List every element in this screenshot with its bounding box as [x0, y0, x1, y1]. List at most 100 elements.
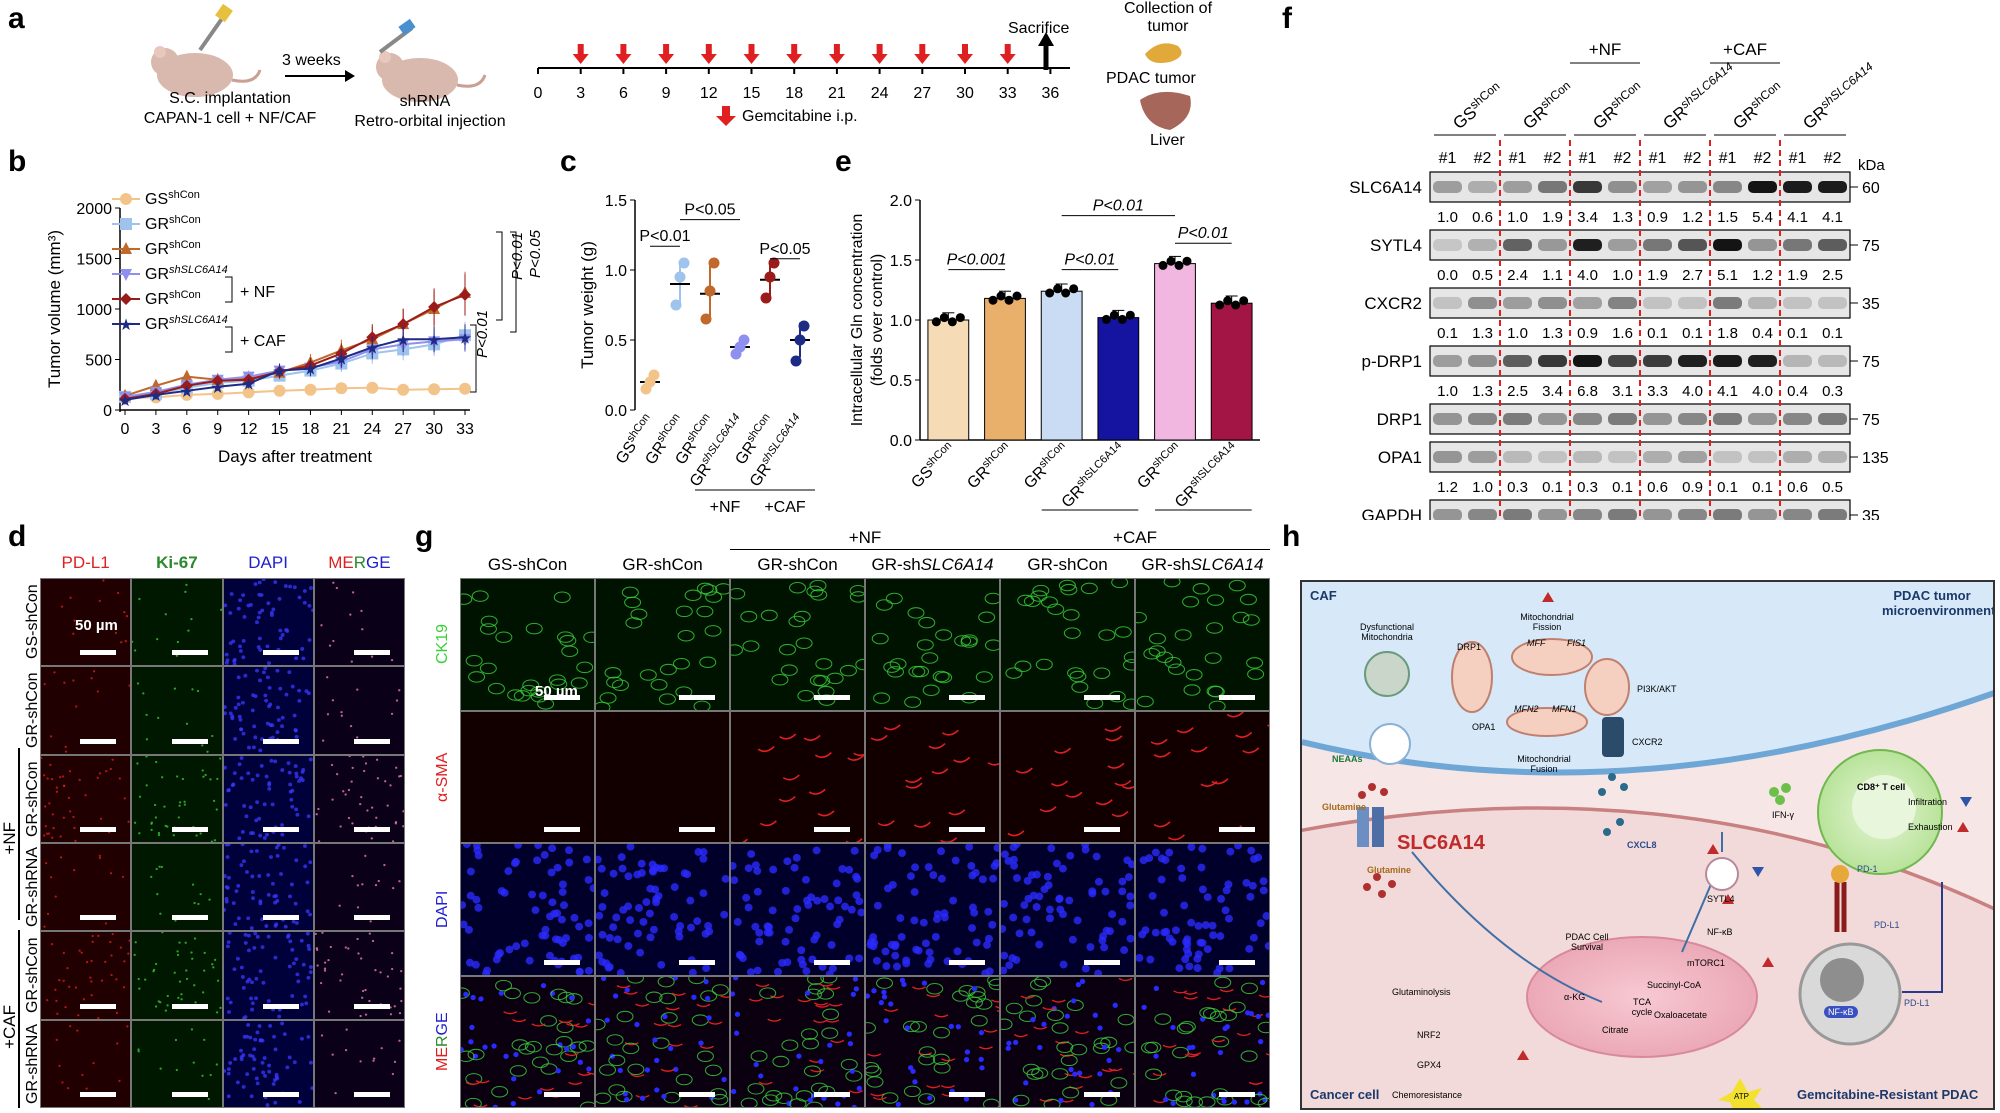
scale-bar [354, 650, 390, 656]
band-quant-value: 0.6 [1647, 479, 1668, 496]
data-point [180, 369, 193, 382]
micrograph-d [313, 843, 405, 932]
band-quant-value: 0.1 [1787, 325, 1808, 342]
timeline-tick-label: 33 [999, 85, 1017, 102]
row-label-d: GS-shCon [24, 584, 41, 660]
scale-bar [679, 827, 715, 832]
data-point [1069, 284, 1079, 294]
legend-label: GRshCon [145, 239, 201, 258]
column-label-g: GR-shCon [1027, 555, 1108, 574]
blot-band [1433, 181, 1462, 193]
band-quant-value: 0.4 [1787, 383, 1808, 400]
band-quant-value: 0.1 [1612, 479, 1633, 496]
row-label-g: CK19 [434, 623, 451, 665]
micrograph-texture [60, 579, 129, 644]
data-point [120, 293, 132, 305]
micrograph-g [595, 710, 730, 843]
drp1-label: DRP1 [1457, 642, 1482, 652]
replicate-label: #2 [1684, 150, 1702, 167]
micrograph-d [131, 754, 223, 843]
data-point [764, 271, 776, 283]
data-point: ★ [396, 332, 410, 349]
data-point [1012, 291, 1022, 301]
data-point [738, 334, 750, 346]
band-quant-value: 1.2 [1437, 479, 1458, 496]
gemcitabine-arrow-icon [700, 44, 717, 64]
micrograph-d [313, 1019, 405, 1108]
kda-value: 60 [1862, 180, 1880, 197]
micrograph-g [1135, 843, 1270, 976]
band-quant-value: 1.6 [1612, 325, 1633, 342]
band-quant-value: 1.0 [1612, 267, 1633, 284]
blot-row: DRP1 75 [1377, 403, 1880, 435]
blot-band [1573, 355, 1602, 367]
scale-bar [1219, 959, 1255, 965]
scale-bar [1219, 1092, 1255, 1097]
infiltration-label: Infiltration [1908, 797, 1948, 807]
stat-label: P<0.05 [759, 241, 810, 258]
syringe-icon [198, 3, 233, 52]
micrograph-texture [461, 844, 594, 975]
stat-label: P<0.01 [639, 228, 690, 245]
micrograph-d [313, 931, 405, 1020]
micrograph-texture [870, 723, 999, 842]
data-point [1231, 300, 1241, 310]
data-point: ★ [241, 377, 255, 394]
y-tick-label: 0.5 [890, 373, 912, 390]
data-point [1061, 288, 1071, 298]
micrograph-texture [150, 865, 211, 922]
blot-band [1713, 509, 1742, 520]
series-path [124, 291, 466, 397]
col-merge: MERGE [328, 553, 391, 572]
blot-band [1783, 297, 1812, 309]
blot-protein-label: p-DRP1 [1362, 352, 1422, 371]
micrograph-g [460, 578, 595, 711]
data-point [428, 300, 441, 313]
scale-bar [949, 827, 985, 832]
blot-band [1538, 451, 1567, 463]
blot-band [1818, 509, 1847, 520]
scale-bar [262, 650, 299, 656]
bar [1040, 290, 1083, 441]
micrograph-texture [731, 846, 864, 975]
data-point: ★ [272, 364, 286, 381]
exhaustion-label: Exhaustion [1908, 822, 1953, 832]
blot-band [1713, 451, 1742, 463]
replicate-label: #2 [1614, 150, 1632, 167]
data-point [1004, 295, 1014, 305]
legend-group-label: + CAF [240, 333, 286, 350]
micrograph-texture [315, 755, 404, 842]
micrograph-texture [137, 1027, 219, 1100]
series-path [124, 336, 466, 401]
scale-bar [171, 1092, 208, 1097]
data-point: ★ [149, 388, 163, 405]
x-tick-label: 24 [363, 421, 381, 438]
scale-bar [262, 1092, 299, 1097]
scale-bar-label: 50 µm [75, 617, 118, 634]
blot-band [1643, 297, 1672, 309]
micrograph-texture [223, 844, 312, 931]
band-quant-value: 1.5 [1717, 209, 1738, 226]
gemres-label: Gemcitabine-Resistant PDAC [1797, 1087, 1979, 1102]
data-point [947, 317, 957, 327]
micrograph-texture [1141, 976, 1269, 1107]
scale-bar [80, 915, 117, 921]
blot-band [1503, 297, 1532, 309]
micrograph-g [865, 710, 1000, 843]
data-point [1166, 256, 1176, 266]
blot-band [1468, 297, 1497, 309]
band-quant-value: 4.0 [1682, 383, 1703, 400]
replicate-label: #1 [1509, 150, 1527, 167]
gemcitabine-arrow-icon [999, 44, 1016, 64]
nrf2-label: NRF2 [1417, 1030, 1441, 1040]
micrograph-texture [320, 581, 393, 663]
blot-band [1573, 297, 1602, 309]
micrograph-d [222, 666, 314, 755]
lane-label: GRshSLC6A14 [1798, 59, 1880, 133]
blot-band [1678, 509, 1707, 520]
stat-bracket [470, 324, 477, 393]
blot-band [1818, 239, 1847, 251]
scale-bar [814, 1092, 850, 1097]
col-pdl1: PD-L1 [61, 553, 110, 572]
